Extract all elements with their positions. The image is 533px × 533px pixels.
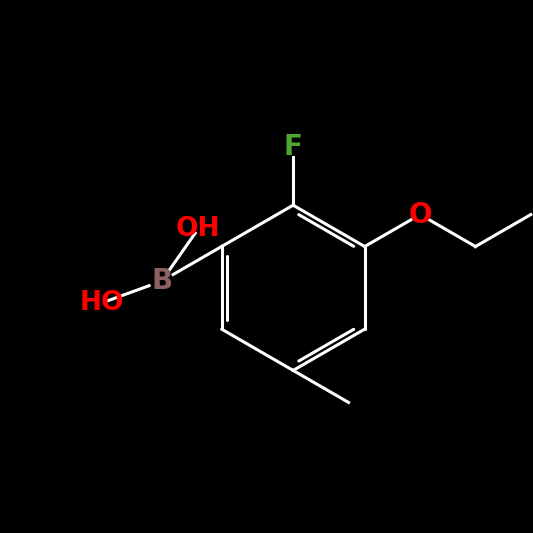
Text: OH: OH [176, 216, 221, 242]
Text: O: O [408, 200, 432, 229]
Text: B: B [151, 267, 172, 295]
Text: HO: HO [79, 290, 124, 316]
Text: F: F [284, 133, 303, 160]
